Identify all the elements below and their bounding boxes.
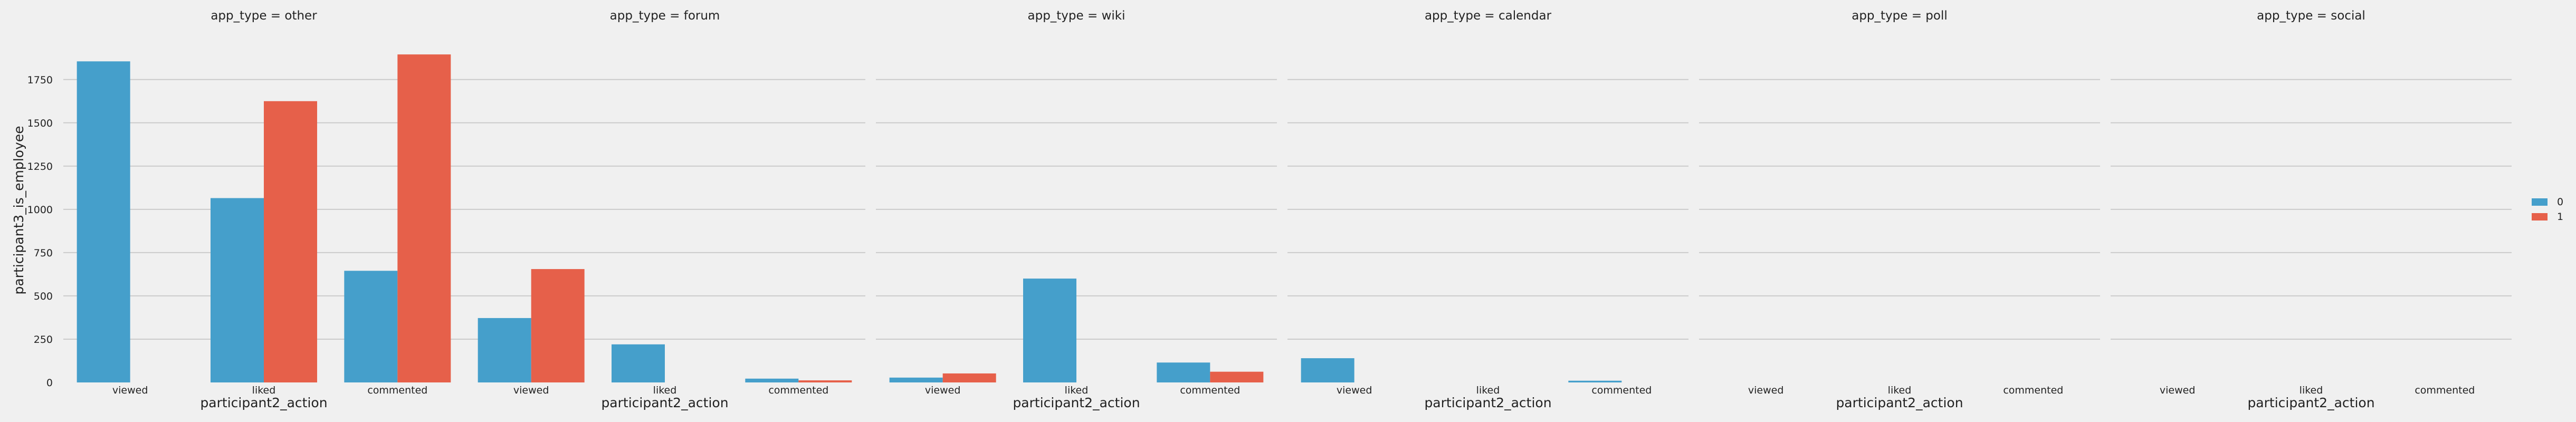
bar-3-viewed-s0 bbox=[1301, 358, 1354, 382]
legend-label-1: 1 bbox=[2557, 211, 2563, 223]
bar-1-viewed-s0 bbox=[478, 318, 531, 382]
x-tick-label-4-viewed: viewed bbox=[1748, 385, 1784, 396]
x-axis-label-5: participant2_action bbox=[2247, 395, 2374, 410]
y-tick-label-250: 250 bbox=[34, 334, 53, 346]
x-axis-label-4: participant2_action bbox=[1836, 395, 1963, 410]
bar-2-commented-s1 bbox=[1210, 371, 1264, 382]
bar-2-liked-s0 bbox=[1023, 279, 1076, 382]
x-tick-label-3-commented: commented bbox=[1591, 385, 1652, 396]
y-axis-label: participant3_is_employee bbox=[11, 126, 26, 294]
legend-swatch-1 bbox=[2532, 213, 2548, 220]
bar-0-liked-s0 bbox=[211, 198, 264, 382]
bar-0-viewed-s0 bbox=[77, 61, 130, 382]
x-tick-label-2-liked: liked bbox=[1065, 385, 1089, 396]
y-tick-label-1750: 1750 bbox=[27, 74, 53, 86]
facet-title-social: app_type = social bbox=[2257, 9, 2365, 23]
x-tick-label-5-viewed: viewed bbox=[2160, 385, 2196, 396]
legend-label-0: 0 bbox=[2557, 196, 2563, 208]
y-tick-label-0: 0 bbox=[46, 377, 53, 389]
x-tick-label-0-liked: liked bbox=[252, 385, 276, 396]
bar-2-viewed-s0 bbox=[889, 377, 943, 382]
bar-0-commented-s1 bbox=[397, 54, 451, 383]
bar-1-commented-s1 bbox=[798, 380, 852, 382]
x-tick-label-2-commented: commented bbox=[1180, 385, 1240, 396]
facet-title-calendar: app_type = calendar bbox=[1425, 9, 1552, 23]
x-tick-label-1-viewed: viewed bbox=[513, 385, 549, 396]
x-tick-label-1-liked: liked bbox=[653, 385, 677, 396]
x-tick-label-4-liked: liked bbox=[1888, 385, 1912, 396]
x-tick-label-0-viewed: viewed bbox=[112, 385, 148, 396]
y-tick-label-1500: 1500 bbox=[27, 118, 53, 129]
bar-1-viewed-s1 bbox=[531, 269, 585, 382]
x-tick-label-3-viewed: viewed bbox=[1337, 385, 1372, 396]
facet-title-poll: app_type = poll bbox=[1852, 9, 1948, 23]
bar-2-commented-s0 bbox=[1157, 362, 1210, 382]
x-tick-label-2-viewed: viewed bbox=[925, 385, 961, 396]
y-tick-label-500: 500 bbox=[34, 291, 53, 302]
x-tick-label-5-liked: liked bbox=[2300, 385, 2323, 396]
facet-title-forum: app_type = forum bbox=[610, 9, 720, 23]
y-tick-label-750: 750 bbox=[34, 247, 53, 259]
x-tick-label-5-commented: commented bbox=[2415, 385, 2475, 396]
bar-3-commented-s0 bbox=[1568, 380, 1622, 382]
bar-1-commented-s0 bbox=[745, 378, 799, 382]
legend-swatch-0 bbox=[2532, 198, 2548, 206]
x-axis-label-3: participant2_action bbox=[1424, 395, 1551, 410]
x-tick-label-4-commented: commented bbox=[2003, 385, 2063, 396]
x-axis-label-1: participant2_action bbox=[601, 395, 728, 410]
bar-2-viewed-s1 bbox=[942, 373, 996, 382]
x-axis-label-0: participant2_action bbox=[200, 395, 327, 410]
y-tick-label-1000: 1000 bbox=[27, 204, 53, 216]
bar-0-commented-s0 bbox=[344, 271, 398, 382]
facet-title-other: app_type = other bbox=[211, 9, 317, 23]
bar-0-liked-s1 bbox=[264, 101, 317, 382]
x-tick-label-1-commented: commented bbox=[768, 385, 828, 396]
x-tick-label-0-commented: commented bbox=[367, 385, 427, 396]
y-tick-label-1250: 1250 bbox=[27, 161, 53, 172]
x-tick-label-3-liked: liked bbox=[1476, 385, 1500, 396]
facet-title-wiki: app_type = wiki bbox=[1028, 9, 1125, 23]
x-axis-label-2: participant2_action bbox=[1013, 395, 1140, 410]
bar-1-liked-s0 bbox=[612, 344, 665, 382]
